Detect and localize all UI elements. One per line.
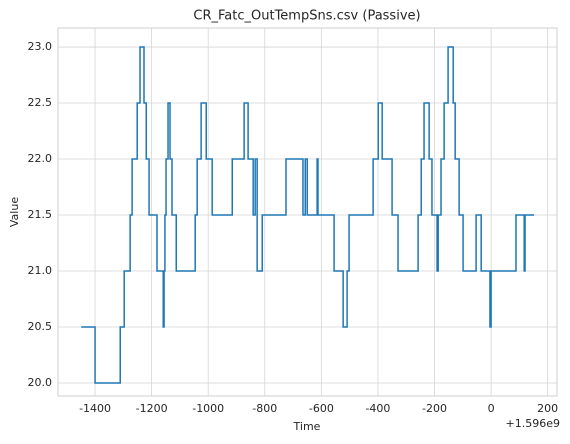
x-tick-label: -400: [365, 402, 390, 415]
x-tick-label: 0: [488, 402, 495, 415]
x-tick-label: -1200: [136, 402, 168, 415]
x-tick-label: -1000: [192, 402, 224, 415]
y-tick-label: 23.0: [28, 40, 53, 53]
y-tick-label: 21.5: [28, 208, 53, 221]
x-tick-label: -1400: [79, 402, 111, 415]
y-tick-label: 21.0: [28, 264, 53, 277]
x-tick-label: -600: [309, 402, 334, 415]
chart-title: CR_Fatc_OutTempSns.csv (Passive): [193, 9, 420, 24]
y-axis-label: Value: [8, 197, 21, 227]
x-tick-label: -800: [252, 402, 277, 415]
y-tick-label: 22.5: [28, 96, 53, 109]
x-tick-label: 200: [537, 402, 558, 415]
x-axis-label: Time: [293, 420, 321, 433]
y-tick-label: 20.5: [28, 320, 53, 333]
x-offset-label: +1.596e9: [506, 417, 560, 430]
y-tick-label: 22.0: [28, 152, 53, 165]
step-line: [81, 46, 535, 384]
x-tick-label: -200: [422, 402, 447, 415]
y-tick-label: 20.0: [28, 376, 53, 389]
